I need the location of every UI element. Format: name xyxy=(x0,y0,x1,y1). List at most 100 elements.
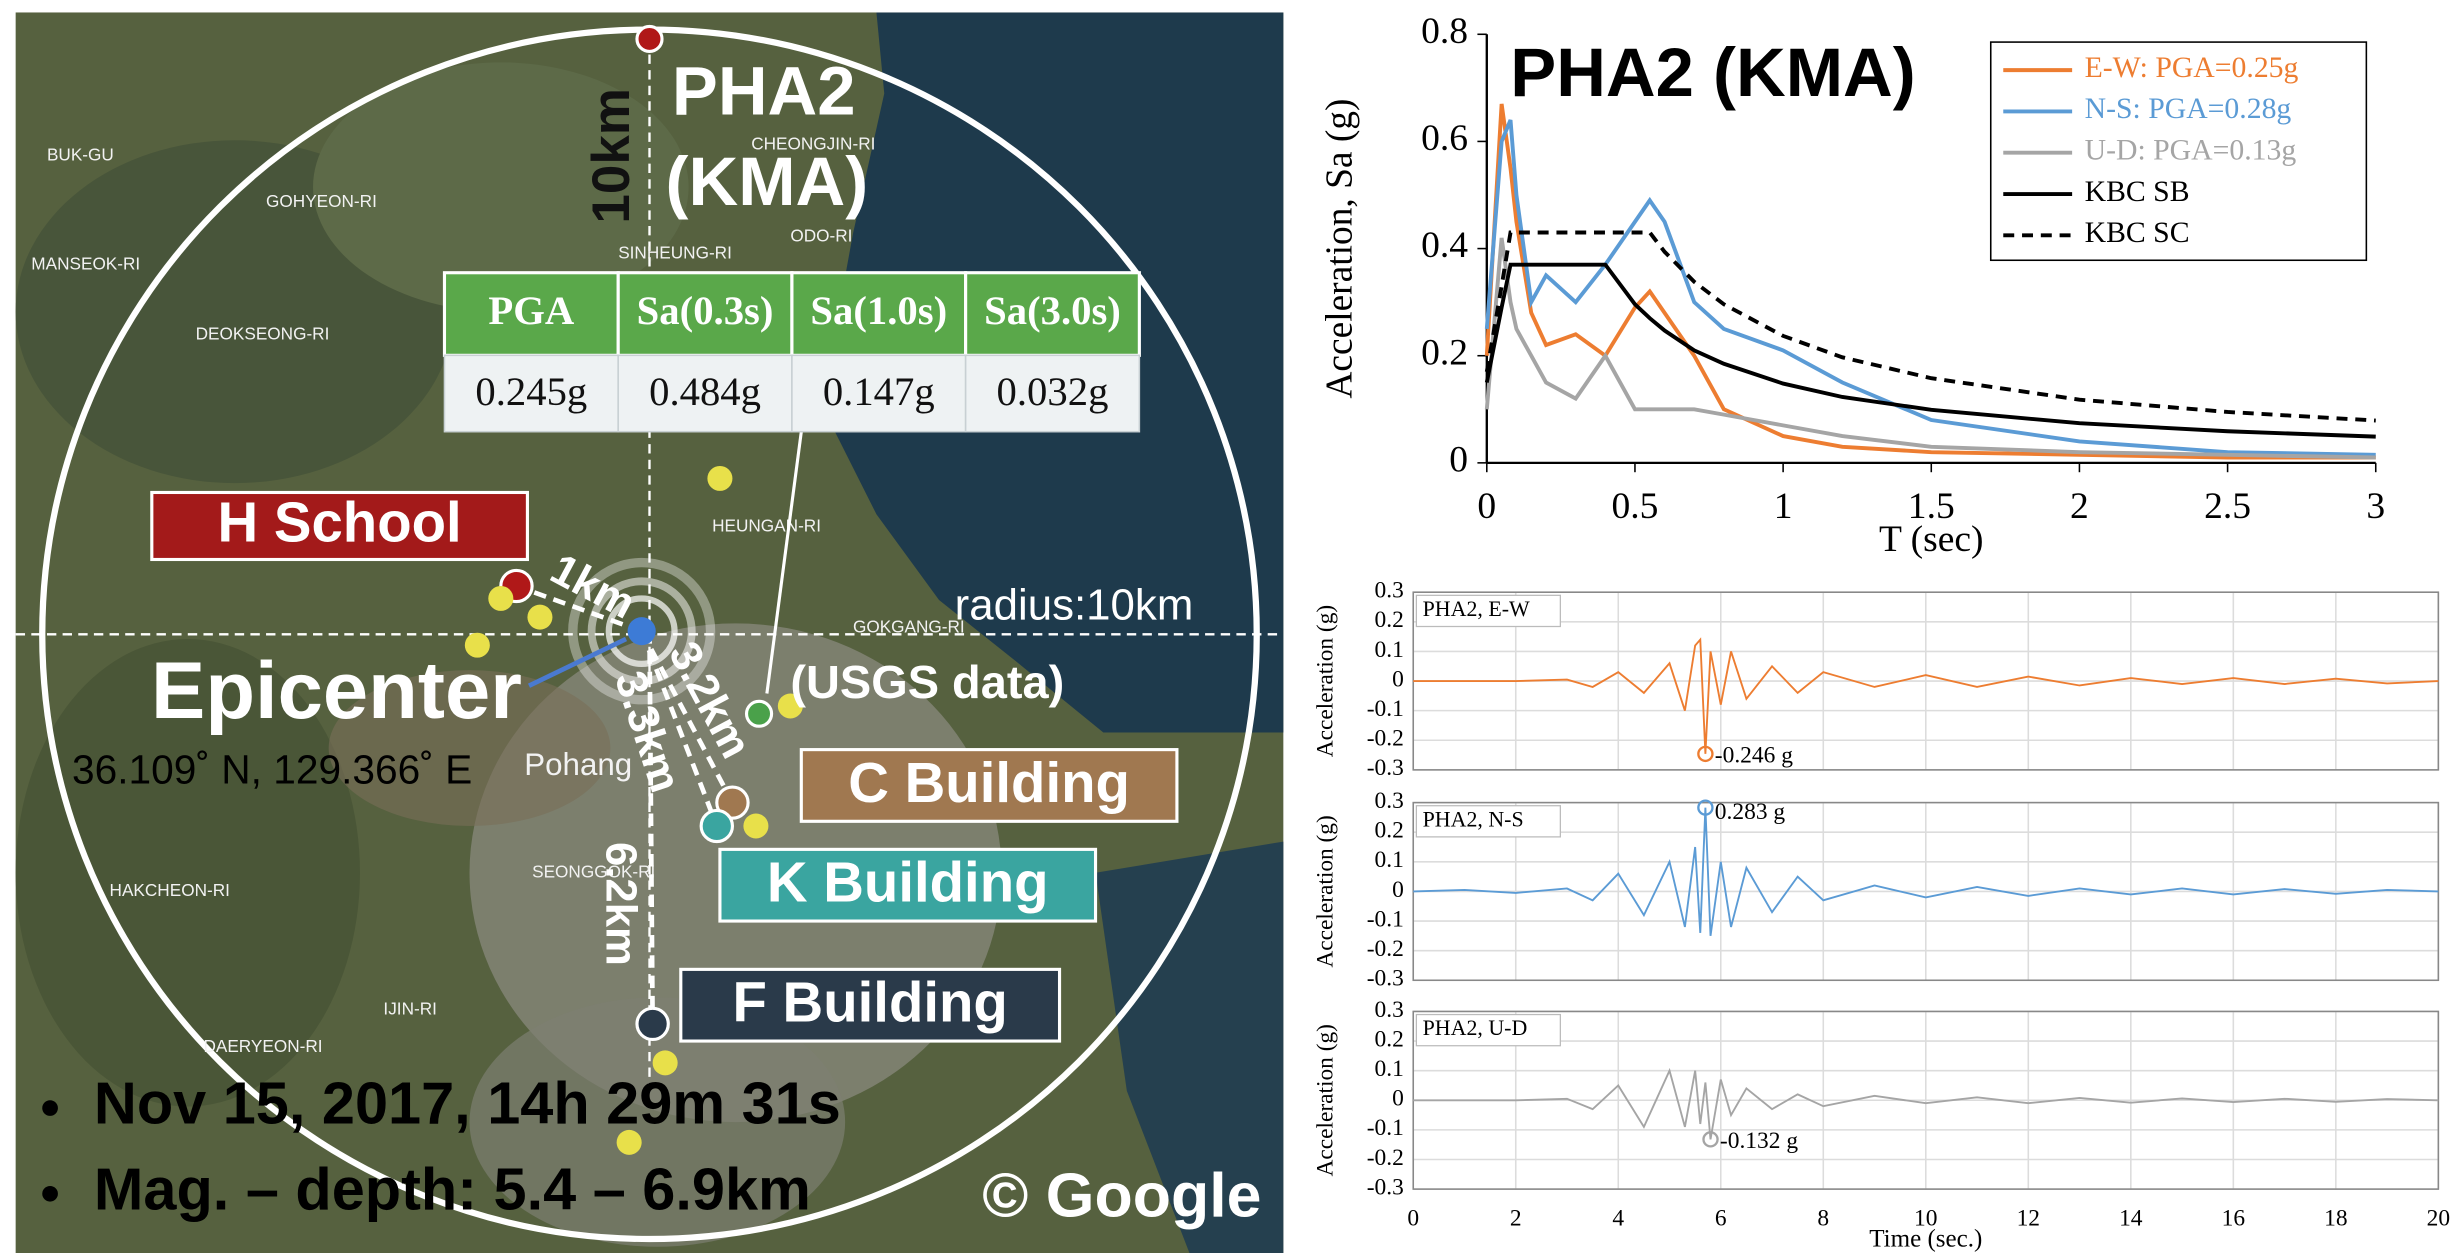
y-tick-label: 0 xyxy=(1392,877,1404,903)
place-name: MANSEOK-RI xyxy=(31,253,140,273)
place-name: ODO-RI xyxy=(790,225,852,245)
y-tick-label: 0.2 xyxy=(1375,607,1404,633)
y-tick-label: -0.1 xyxy=(1367,696,1404,722)
y-tick-label: -0.2 xyxy=(1367,936,1404,962)
data-line xyxy=(1487,238,2376,458)
chart-title: PHA2 (KMA) xyxy=(1510,34,1915,111)
pin xyxy=(488,586,513,611)
y-tick-label: 0.2 xyxy=(1421,332,1468,373)
legend-label: KBC SC xyxy=(2085,217,2190,249)
x-tick-label: 1 xyxy=(1774,486,1793,527)
y-tick-label: 0.1 xyxy=(1375,847,1404,873)
y-tick-label: 0 xyxy=(1392,666,1404,692)
x-axis-label: T (sec) xyxy=(1879,519,1984,560)
x-tick-label: 2 xyxy=(2070,486,2089,527)
pin xyxy=(707,466,732,491)
x-tick-label: 4 xyxy=(1612,1206,1624,1232)
x-tick-label: 14 xyxy=(2119,1206,2143,1232)
table-value: 0.032g xyxy=(997,369,1109,414)
place-name: SINHEUNG-RI xyxy=(618,243,732,263)
figure: BUK-GUGOHYEON-RIMANSEOK-RIDEOKSEONG-RICH… xyxy=(0,0,2454,1253)
x-tick-label: 16 xyxy=(2222,1206,2245,1232)
table-header: Sa(1.0s) xyxy=(810,288,947,333)
f-building-label: F Building xyxy=(732,971,1007,1034)
epicenter-label: Epicenter xyxy=(151,645,522,736)
legend-label: E-W: PGA=0.25g xyxy=(2085,52,2299,84)
legend-label: N-S: PGA=0.28g xyxy=(2085,93,2292,125)
panel-label: PHA2, U-D xyxy=(1423,1016,1528,1040)
y-axis-label: Acceleration, Sa (g) xyxy=(1319,99,1360,399)
table-value: 0.147g xyxy=(823,369,935,414)
bullet xyxy=(42,1186,58,1202)
event-time: Nov 15, 2017, 14h 29m 31s xyxy=(94,1070,841,1137)
place-name: HEUNGAN-RI xyxy=(712,515,821,535)
pin xyxy=(527,605,552,630)
y-tick-label: -0.3 xyxy=(1367,1175,1404,1201)
x-tick-label: 0.5 xyxy=(1611,486,1658,527)
y-tick-label: 0.3 xyxy=(1375,788,1404,814)
y-tick-label: 0.3 xyxy=(1375,997,1404,1023)
peak-label: -0.132 g xyxy=(1720,1128,1798,1154)
y-axis-label: Acceleration (g) xyxy=(1313,605,1339,757)
station-label: (KMA) xyxy=(666,143,869,220)
y-tick-label: -0.2 xyxy=(1367,1145,1404,1171)
k-building-label: K Building xyxy=(767,851,1049,914)
table-header: PGA xyxy=(488,288,575,333)
bullet xyxy=(42,1100,58,1116)
station-label: PHA2 xyxy=(672,53,856,130)
x-tick-label: 0 xyxy=(1407,1206,1419,1232)
y-tick-label: 0 xyxy=(1449,440,1468,481)
y-tick-label: 0.3 xyxy=(1375,578,1404,604)
data-line xyxy=(1487,265,2376,437)
place-name: Pohang xyxy=(524,747,632,782)
y-tick-label: 0.6 xyxy=(1421,118,1468,159)
page: {"map": { "station": ["PHA2", "(KMA)"], … xyxy=(0,0,2454,1253)
event-magnitude: Mag. – depth: 5.4 – 6.9km xyxy=(94,1156,811,1223)
peak-label: -0.246 g xyxy=(1715,742,1793,768)
distance-label: 6.2km xyxy=(597,842,646,966)
place-name: DAERYEON-RI xyxy=(203,1036,322,1056)
y-axis-label: Acceleration (g) xyxy=(1313,815,1339,967)
place-name: GOKGANG-RI xyxy=(853,617,965,637)
y-tick-label: -0.2 xyxy=(1367,726,1404,752)
table-value: 0.245g xyxy=(475,369,587,414)
usgs-label: (USGS data) xyxy=(790,656,1064,708)
c-building-label: C Building xyxy=(848,751,1130,814)
place-name: DEOKSEONG-RI xyxy=(196,324,330,344)
legend-label: U-D: PGA=0.13g xyxy=(2085,135,2297,167)
x-tick-label: 20 xyxy=(2427,1206,2450,1232)
place-name: BUK-GU xyxy=(47,144,114,164)
peak-label: 0.283 g xyxy=(1715,799,1786,825)
credit: © Google xyxy=(982,1161,1261,1231)
y-tick-label: 0.8 xyxy=(1421,11,1468,52)
x-tick-label: 2.5 xyxy=(2204,486,2251,527)
x-tick-label: 6 xyxy=(1715,1206,1727,1232)
x-tick-label: 3 xyxy=(2366,486,2385,527)
k-building-dot xyxy=(701,810,732,841)
h-school-label: H School xyxy=(218,491,462,554)
pin xyxy=(743,814,768,839)
y-tick-label: -0.1 xyxy=(1367,906,1404,932)
x-tick-label: 2 xyxy=(1510,1206,1522,1232)
x-axis-label: Time (sec.) xyxy=(1869,1225,1982,1252)
epicenter-coords: 36.109˚ N, 129.366˚ E xyxy=(72,747,472,793)
x-tick-label: 12 xyxy=(2017,1206,2040,1232)
place-name: HAKCHEON-RI xyxy=(110,880,230,900)
y-tick-label: 0.1 xyxy=(1375,637,1404,663)
y-tick-label: 0.2 xyxy=(1375,1026,1404,1052)
spectral-table: PGASa(0.3s)Sa(1.0s)Sa(3.0s)0.245g0.484g0… xyxy=(444,273,1139,432)
legend-label: KBC SB xyxy=(2085,176,2190,208)
y-tick-label: -0.1 xyxy=(1367,1115,1404,1141)
y-tick-label: 0.4 xyxy=(1421,225,1468,266)
map-panel: BUK-GUGOHYEON-RIMANSEOK-RIDEOKSEONG-RICH… xyxy=(16,12,1284,1253)
x-tick-label: 18 xyxy=(2324,1206,2347,1232)
y-tick-label: 0.1 xyxy=(1375,1056,1404,1082)
x-tick-label: 0 xyxy=(1477,486,1496,527)
station-dot xyxy=(637,26,662,51)
radius-label: radius:10km xyxy=(955,580,1194,629)
panel-label: PHA2, N-S xyxy=(1423,807,1524,831)
y-tick-label: -0.3 xyxy=(1367,755,1404,781)
table-value: 0.484g xyxy=(649,369,761,414)
y-tick-label: 0.2 xyxy=(1375,818,1404,844)
